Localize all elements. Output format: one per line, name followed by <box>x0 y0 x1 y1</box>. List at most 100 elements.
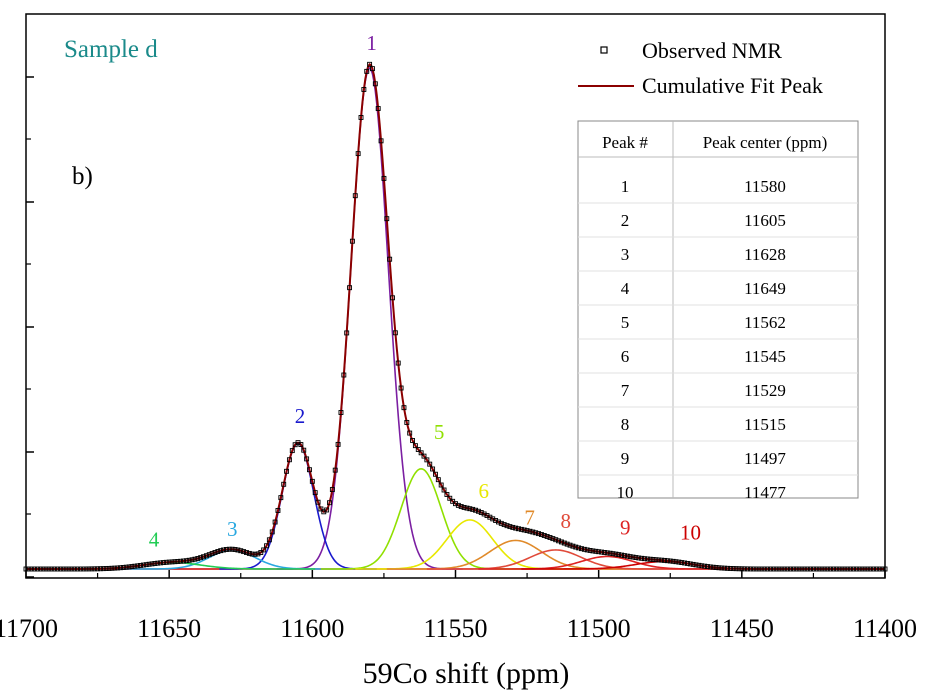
observed-point <box>181 558 186 564</box>
observed-point <box>785 566 791 572</box>
observed-point <box>633 555 639 560</box>
table-frame <box>577 120 859 499</box>
observed-point <box>55 566 60 572</box>
observed-point <box>550 536 556 542</box>
observed-point <box>138 562 143 568</box>
observed-point <box>670 558 676 564</box>
table-cell-peak: 9 <box>621 449 630 468</box>
observed-point <box>106 565 112 571</box>
observed-point <box>209 551 215 557</box>
observed-point <box>690 561 696 567</box>
observed-point <box>189 557 195 563</box>
observed-point <box>338 410 344 415</box>
observed-point <box>60 566 66 572</box>
observed-point <box>378 138 384 144</box>
observed-point <box>235 547 241 553</box>
observed-point <box>49 566 55 572</box>
observed-point <box>37 566 43 572</box>
sample-label: Sample d <box>64 36 158 63</box>
observed-point <box>464 505 470 511</box>
peak-curve-6 <box>355 519 585 570</box>
observed-point <box>730 566 736 572</box>
observed-point <box>381 175 387 181</box>
peak-label-9: 9 <box>620 516 631 540</box>
observed-point <box>298 442 304 447</box>
peak-table: Peak # Peak center (ppm) 1 11580 2 11605 3 11… <box>577 120 859 502</box>
observed-point <box>384 216 390 222</box>
observed-point <box>667 558 673 564</box>
observed-point <box>727 566 733 571</box>
legend-label-observed: Observed NMR <box>642 38 782 63</box>
observed-point <box>799 566 805 572</box>
observed-point <box>83 566 89 572</box>
observed-point <box>862 566 868 572</box>
observed-point <box>790 566 796 572</box>
cumulative-fit-curve <box>26 63 885 570</box>
observed-point <box>510 524 516 530</box>
observed-point <box>198 555 204 561</box>
observed-point <box>833 566 839 572</box>
observed-point <box>745 566 751 572</box>
observed-point <box>624 553 630 559</box>
observed-point <box>244 550 249 555</box>
x-tick-label: 11700 <box>0 614 58 643</box>
observed-point <box>80 566 86 572</box>
observed-point <box>46 566 52 572</box>
observed-point <box>793 566 799 572</box>
observed-point <box>599 549 604 555</box>
observed-point <box>132 563 138 569</box>
observed-point <box>430 466 436 472</box>
observed-point <box>776 566 782 572</box>
observed-point <box>747 566 753 572</box>
observed-point <box>318 506 324 512</box>
observed-point <box>650 557 656 562</box>
observed-point <box>410 438 415 443</box>
observed-point <box>662 557 667 563</box>
observed-point <box>859 566 865 572</box>
observed-point <box>836 566 842 572</box>
observed-point <box>573 544 579 550</box>
observed-point <box>596 549 602 555</box>
observed-point <box>72 566 78 572</box>
x-tick-label: 11500 <box>567 614 631 643</box>
observed-point <box>226 546 232 552</box>
observed-point <box>782 566 788 572</box>
observed-point <box>716 565 722 571</box>
observed-point <box>278 495 284 501</box>
observed-point <box>831 566 836 572</box>
observed-point <box>392 330 398 336</box>
observed-point <box>842 566 848 572</box>
observed-point <box>788 566 793 572</box>
observed-point <box>69 566 75 572</box>
observed-point <box>584 547 590 553</box>
observed-point <box>203 553 209 559</box>
observed-point <box>561 540 567 546</box>
observed-point <box>682 560 688 566</box>
observed-point <box>653 557 659 563</box>
observed-point <box>129 564 135 569</box>
observed-point <box>135 563 141 569</box>
observed-point <box>725 565 730 571</box>
observed-point <box>401 405 407 411</box>
observed-point <box>229 546 235 552</box>
observed-point <box>97 566 103 572</box>
observed-point <box>275 508 281 513</box>
observed-point <box>364 68 370 74</box>
observed-point <box>390 295 395 301</box>
observed-point <box>29 566 35 572</box>
observed-point <box>501 522 507 528</box>
observed-point <box>143 562 149 568</box>
observed-point <box>246 550 252 556</box>
observed-point <box>123 564 129 570</box>
table-cell-center: 11497 <box>744 449 786 468</box>
observed-point <box>40 566 46 572</box>
observed-point <box>223 547 229 552</box>
observed-point <box>232 547 238 552</box>
peak-label-7: 7 <box>524 505 535 529</box>
table-cell-peak: 2 <box>621 211 630 230</box>
observed-point <box>178 558 184 564</box>
observed-point <box>733 566 739 572</box>
observed-point <box>269 529 275 535</box>
observed-point <box>816 566 822 572</box>
observed-point <box>639 555 645 561</box>
